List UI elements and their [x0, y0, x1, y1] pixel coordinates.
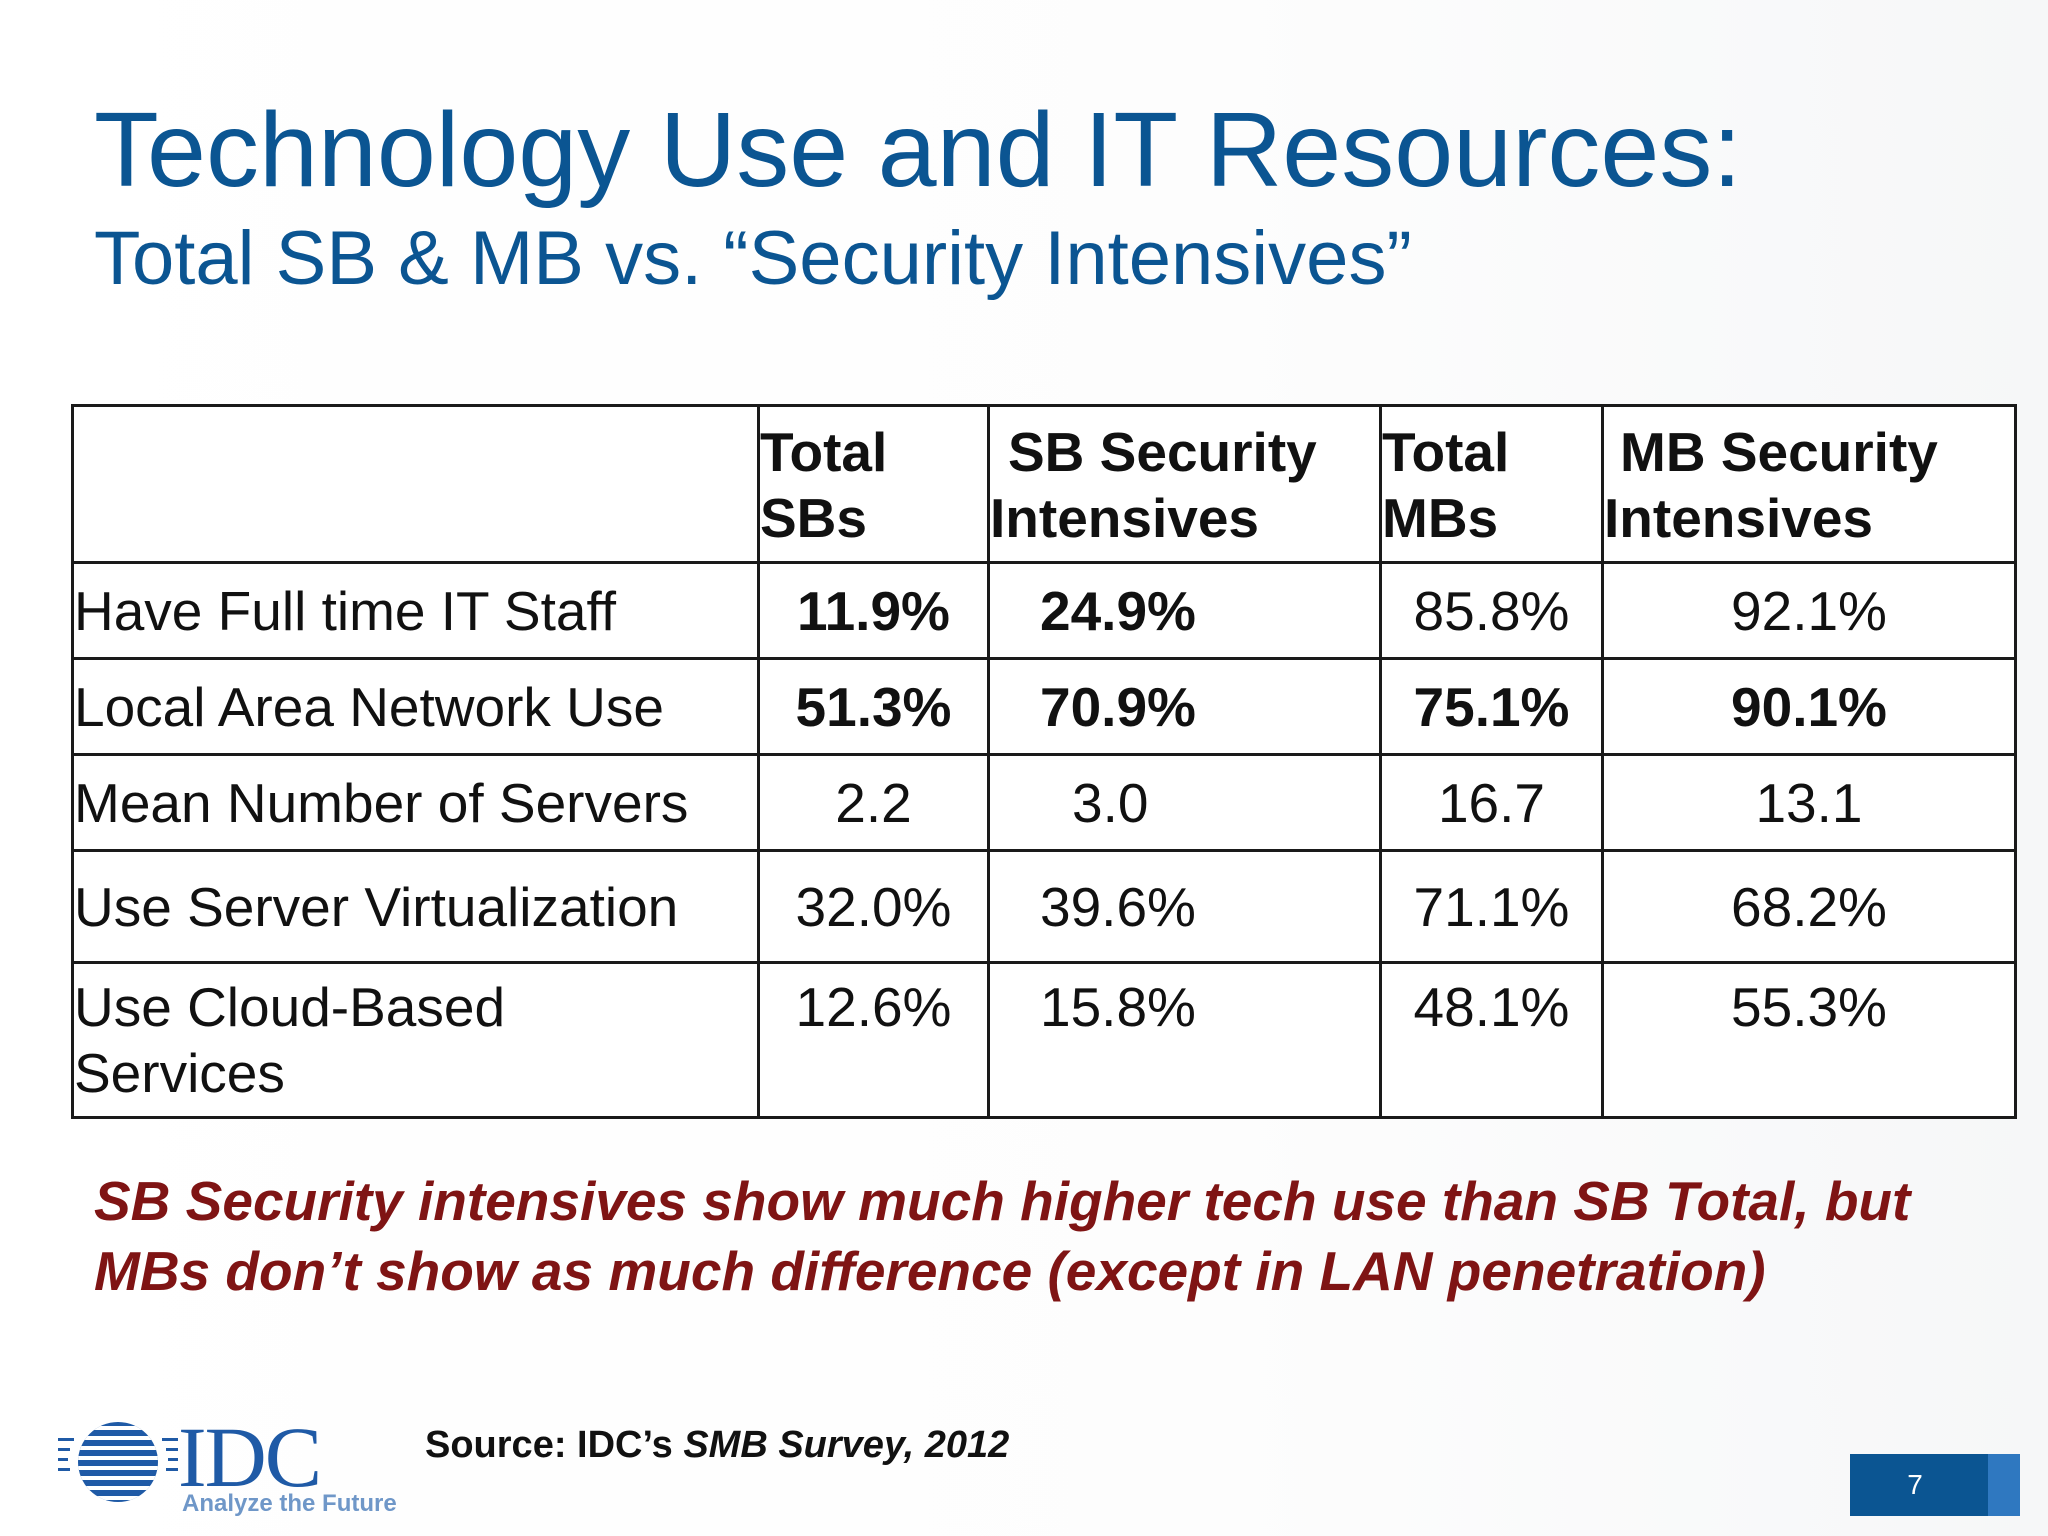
table-cell: 39.6%: [987, 849, 1382, 964]
table-cell: 92.1%: [1601, 561, 2017, 660]
takeaway-note: SB Security intensives show much higher …: [94, 1166, 1994, 1306]
row-label-line: Use Cloud-Based: [74, 976, 506, 1038]
logo-wordmark: IDC: [178, 1409, 322, 1505]
source-prefix: Source: IDC’s: [425, 1424, 684, 1466]
table-cell: 3.0: [987, 753, 1382, 852]
table-cell: 15.8%: [987, 961, 1382, 1119]
table-cell: 68.2%: [1601, 849, 2017, 964]
table-cell: 75.1%: [1379, 657, 1604, 756]
row-label-line: Services: [74, 1042, 285, 1104]
page-number: 7: [1907, 1469, 1923, 1500]
table-cell: 85.8%: [1379, 561, 1604, 660]
table-cell: 24.9%: [987, 561, 1382, 660]
table-cell: 12.6%: [757, 961, 990, 1119]
row-label: Have Full time IT Staff: [71, 561, 760, 660]
table-header-total-mbs: Total MBs: [1379, 404, 1604, 564]
table-cell: 13.1: [1601, 753, 2017, 852]
comparison-table: Total SBs SB Security Intensives Total M…: [71, 404, 2017, 1119]
table-row: Have Full time IT Staff 11.9% 24.9% 85.8…: [71, 561, 2017, 660]
globe-icon: [58, 1422, 178, 1502]
table-header-total-sbs: Total SBs: [757, 404, 990, 564]
source-title: SMB Survey, 2012: [683, 1424, 1010, 1466]
takeaway-line: MBs don’t show as much difference (excep…: [94, 1240, 1766, 1302]
table-cell: 48.1%: [1379, 961, 1604, 1119]
table-row: Use Server Virtualization 32.0% 39.6% 71…: [71, 849, 2017, 964]
table-row: Mean Number of Servers 2.2 3.0 16.7 13.1: [71, 753, 2017, 852]
table-header-sb-security-intensives: SB Security Intensives: [987, 404, 1382, 564]
table-cell: 32.0%: [757, 849, 990, 964]
table-cell: 51.3%: [757, 657, 990, 756]
table-cell: 11.9%: [757, 561, 990, 660]
takeaway-line: SB Security intensives show much higher …: [94, 1170, 1911, 1232]
table-cell: 90.1%: [1601, 657, 2017, 756]
page-number-accent: [1988, 1454, 2020, 1516]
table-row: Local Area Network Use 51.3% 70.9% 75.1%…: [71, 657, 2017, 756]
slide-title: Technology Use and IT Resources:: [94, 91, 1742, 209]
table-header-empty: [71, 404, 760, 564]
table-cell: 55.3%: [1601, 961, 2017, 1119]
table-header-mb-security-intensives: MB Security Intensives: [1601, 404, 2017, 564]
table-header-row: Total SBs SB Security Intensives Total M…: [71, 404, 2017, 564]
row-label: Local Area Network Use: [71, 657, 760, 756]
page-number-box: 7: [1850, 1454, 2020, 1516]
row-label: Use Server Virtualization: [71, 849, 760, 964]
slide-subtitle: Total SB & MB vs. “Security Intensives”: [94, 216, 1412, 301]
idc-logo: IDC Analyze the Future: [58, 1414, 397, 1518]
row-label: Use Cloud-Based Services: [71, 961, 760, 1119]
table-cell: 71.1%: [1379, 849, 1604, 964]
row-label: Mean Number of Servers: [71, 753, 760, 852]
table-row: Use Cloud-Based Services 12.6% 15.8% 48.…: [71, 961, 2017, 1119]
table-cell: 70.9%: [987, 657, 1382, 756]
source-citation: Source: IDC’s SMB Survey, 2012: [425, 1422, 1009, 1468]
table-cell: 2.2: [757, 753, 990, 852]
logo-tagline: Analyze the Future: [182, 1490, 397, 1517]
table-cell: 16.7: [1379, 753, 1604, 852]
